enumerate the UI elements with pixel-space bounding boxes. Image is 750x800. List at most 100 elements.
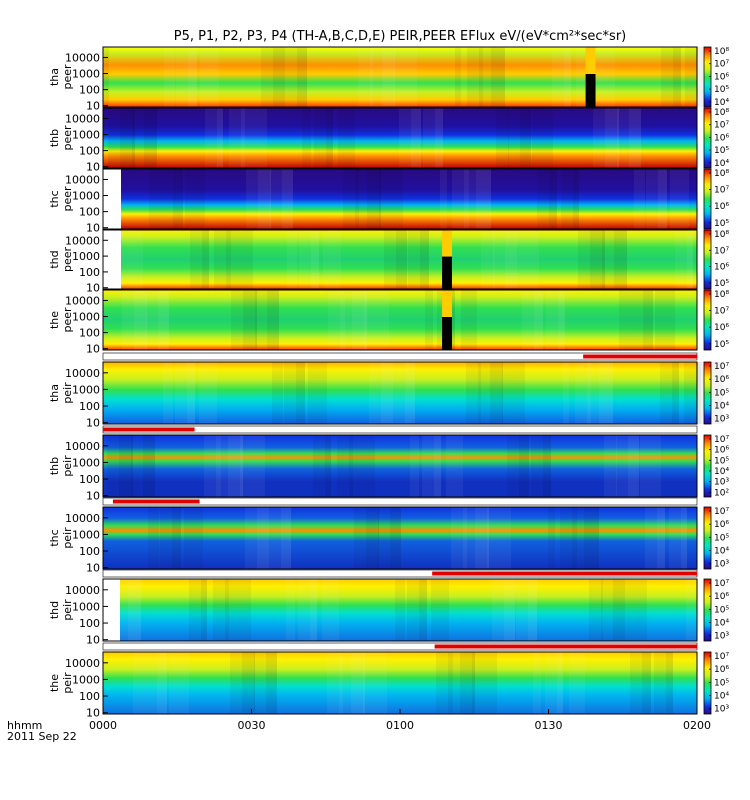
panel-product-label: peer	[61, 125, 74, 151]
red-mode-bar	[112, 499, 200, 504]
texture-stripe	[175, 362, 195, 424]
texture-stripe	[630, 652, 651, 714]
texture-stripe	[241, 108, 267, 168]
texture-stripe	[655, 290, 675, 350]
texture-stripe	[533, 652, 541, 714]
texture-stripe	[490, 362, 503, 424]
texture-stripe	[593, 108, 619, 168]
texture-stripe	[466, 362, 481, 424]
texture-stripe	[422, 435, 441, 497]
texture-stripe	[472, 652, 497, 714]
texture-stripe	[491, 47, 505, 107]
texture-stripe	[245, 507, 269, 569]
texture-stripe	[298, 579, 317, 641]
texture-stripe	[605, 108, 619, 168]
panel-tha-peir: 10000 1000 100 10 tha peir 10⁷ 10⁶ 10⁵ 10⁴ 10³	[48, 352, 729, 430]
colorbar-label: 10⁵	[714, 678, 729, 688]
texture-stripe	[310, 579, 317, 641]
data-gap-marker	[585, 47, 596, 74]
texture-stripe	[479, 47, 505, 107]
panel-probe-label: the	[48, 311, 61, 329]
date-label: 2011 Sep 22	[7, 730, 77, 743]
colorbar-label: 10⁵	[714, 605, 729, 615]
panel-product-label: peer	[61, 186, 74, 212]
texture-stripe	[120, 108, 135, 168]
texture-stripe	[379, 169, 403, 229]
texture-stripe	[146, 290, 169, 350]
colorbar-label: 10⁵	[714, 456, 729, 466]
data-gap-marker	[442, 230, 452, 257]
texture-stripe	[187, 362, 195, 424]
texture-stripe	[619, 290, 631, 350]
colorbar-label: 10⁴	[714, 467, 729, 477]
y-tick-label: 10	[86, 161, 100, 174]
colorbar-label: 10⁷	[714, 60, 729, 70]
texture-stripe	[666, 652, 673, 714]
texture-stripe	[199, 362, 217, 424]
colorbar-label: 10⁶	[714, 323, 729, 333]
texture-stripe	[575, 362, 591, 424]
panel-probe-label: thc	[48, 529, 61, 546]
texture-stripe	[143, 435, 155, 497]
colorbar-label: 10⁷	[714, 307, 729, 317]
texture-stripe	[243, 290, 257, 350]
texture-stripe	[660, 362, 679, 424]
texture-stripe	[282, 169, 293, 229]
panel-probe-label: thd	[48, 250, 61, 268]
x-tick-label: 0000	[89, 719, 117, 732]
texture-stripe	[158, 290, 169, 350]
data-gap-marker	[585, 74, 596, 107]
texture-stripe	[134, 290, 147, 350]
texture-stripe	[240, 435, 265, 497]
panel-frame	[102, 107, 698, 169]
y-tick-label: 10000	[65, 512, 100, 525]
texture-stripe	[569, 652, 585, 714]
colorbar-label: 10⁵	[714, 279, 729, 289]
texture-stripe	[552, 47, 571, 107]
panel-probe-label: thd	[48, 601, 61, 619]
colorbar-label: 10⁷	[714, 246, 729, 256]
texture-stripe	[164, 47, 175, 107]
texture-stripe	[408, 230, 429, 289]
texture-stripe	[487, 507, 511, 569]
texture-stripe	[394, 47, 417, 107]
colorbar	[703, 434, 712, 498]
colorbar	[703, 289, 712, 351]
texture-stripe	[322, 579, 339, 641]
panel-the-peer: 10000 1000 100 10 the peer 10⁸ 10⁷ 10⁶ 10⁵	[48, 289, 729, 356]
texture-stripe	[519, 435, 529, 497]
texture-stripe	[302, 108, 311, 168]
panel-product-label: peir	[61, 599, 74, 621]
colorbar	[703, 229, 712, 290]
texture-stripe	[297, 47, 307, 107]
panel-probe-label: tha	[48, 384, 61, 402]
texture-stripe	[420, 230, 429, 289]
texture-stripe	[463, 507, 489, 569]
texture-stripe	[634, 169, 645, 229]
data-gap-marker	[442, 317, 452, 350]
texture-stripe	[672, 362, 679, 424]
y-tick-label: 1000	[72, 673, 100, 686]
texture-stripe	[116, 579, 141, 641]
y-tick-label: 10	[86, 343, 100, 356]
colorbar-label: 10⁵	[714, 146, 729, 156]
texture-stripe	[532, 108, 553, 168]
texture-stripe	[657, 507, 665, 569]
y-tick-label: 10000	[65, 234, 100, 247]
colorbar	[703, 107, 712, 169]
texture-stripe	[631, 290, 653, 350]
texture-stripe	[399, 108, 421, 168]
texture-stripe	[299, 230, 319, 289]
spectrogram-image	[103, 507, 697, 569]
y-tick-label: 10	[86, 100, 100, 113]
y-tick-label: 10	[86, 282, 100, 295]
y-tick-label: 100	[79, 84, 100, 97]
texture-stripe	[557, 652, 563, 714]
texture-stripe	[528, 579, 537, 641]
texture-stripe	[258, 169, 271, 229]
panel-thb-peer: 10000 1000 100 10 thb peer 10⁸ 10⁷ 10⁶ 10⁵ 10⁴	[48, 107, 729, 174]
texture-stripe	[340, 290, 367, 350]
colorbar-label: 10⁶	[714, 133, 729, 143]
y-tick-label: 100	[79, 690, 100, 703]
texture-stripe	[314, 108, 333, 168]
